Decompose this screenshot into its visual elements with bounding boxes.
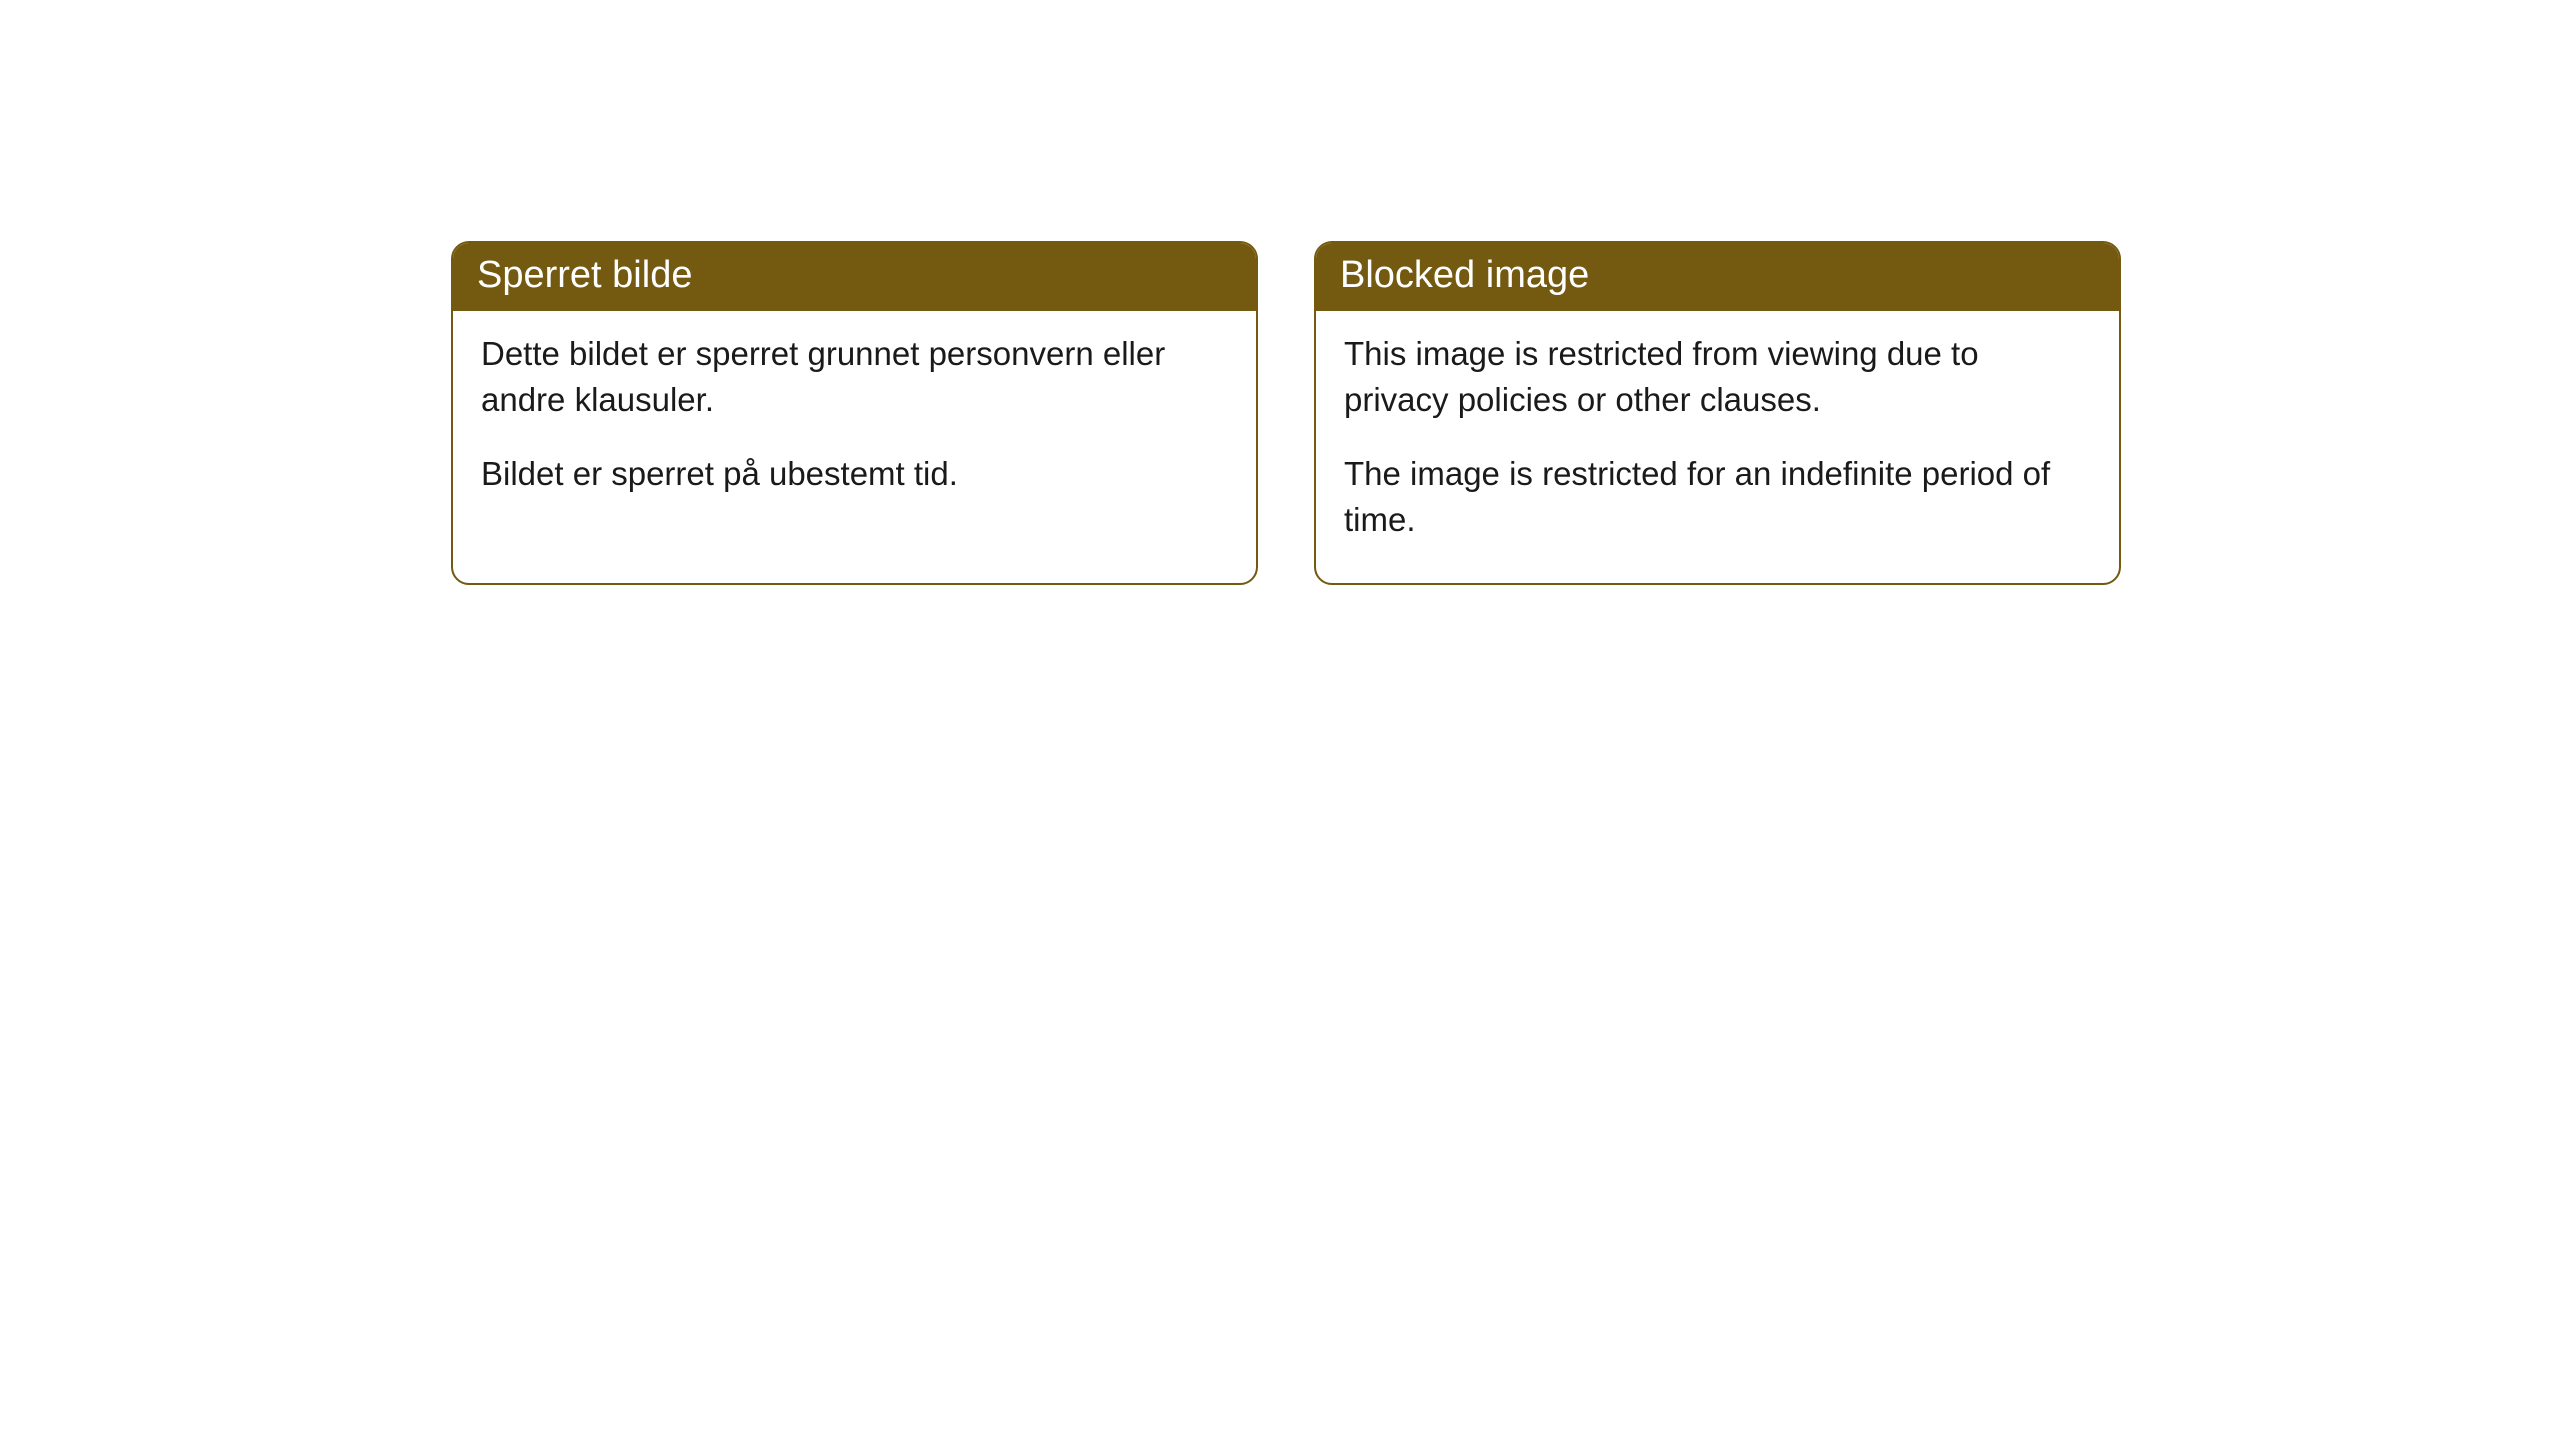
card-body: This image is restricted from viewing du… (1316, 311, 2119, 584)
notice-container: Sperret bilde Dette bildet er sperret gr… (0, 0, 2560, 585)
card-title: Sperret bilde (477, 254, 692, 296)
card-paragraph: Bildet er sperret på ubestemt tid. (481, 451, 1228, 497)
card-header: Sperret bilde (453, 243, 1256, 311)
blocked-image-card-english: Blocked image This image is restricted f… (1314, 241, 2121, 585)
blocked-image-card-norwegian: Sperret bilde Dette bildet er sperret gr… (451, 241, 1258, 585)
card-header: Blocked image (1316, 243, 2119, 311)
card-paragraph: The image is restricted for an indefinit… (1344, 451, 2091, 543)
card-title: Blocked image (1340, 254, 1589, 296)
card-body: Dette bildet er sperret grunnet personve… (453, 311, 1256, 538)
card-paragraph: Dette bildet er sperret grunnet personve… (481, 331, 1228, 423)
card-paragraph: This image is restricted from viewing du… (1344, 331, 2091, 423)
